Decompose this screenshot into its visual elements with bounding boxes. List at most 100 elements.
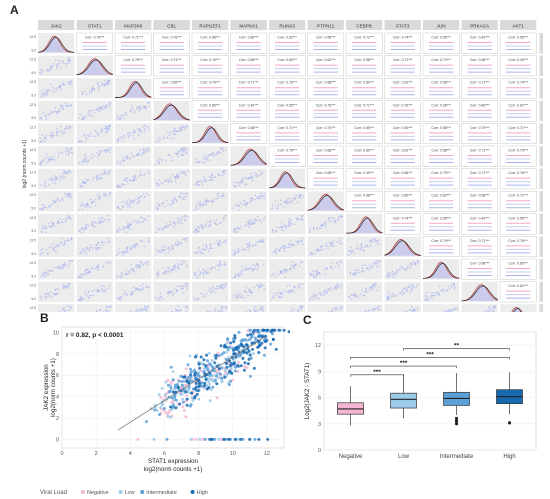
scatter-point: [67, 216, 69, 219]
row-tick-label: 12.5: [30, 58, 37, 62]
column-header-bg: [38, 20, 75, 30]
scatter-point: [388, 271, 391, 274]
scatter-point: [377, 243, 380, 246]
scatter-point: [292, 197, 294, 199]
scatter-point: [222, 288, 225, 291]
scatter-point: [186, 169, 189, 172]
corr-label: Corr: 0.76***: [277, 149, 297, 153]
scatter-point: [182, 195, 185, 198]
scatter-point: [105, 82, 108, 85]
x-tick-label: Low: [398, 454, 410, 460]
corr-label: Corr: 0.80***: [393, 194, 413, 198]
y-tick-label: 0: [56, 437, 59, 443]
scatter-point-intermediate: [222, 351, 226, 355]
scatter-point: [48, 158, 51, 160]
scatter-point: [372, 238, 374, 241]
scatter-point: [91, 86, 94, 88]
scatter-point: [157, 159, 159, 162]
scatter-point-negative: [170, 380, 173, 384]
scatter-point: [164, 226, 167, 228]
scatter-point: [142, 105, 145, 108]
scatter-point: [136, 308, 138, 310]
scatter-point: [387, 274, 389, 277]
y-axis-title: Log2(JAK2 - STAT1): [304, 363, 311, 420]
scatter-point: [234, 251, 237, 254]
scatter-point-high: [185, 397, 189, 401]
scatter-point-low: [229, 366, 233, 370]
scatter-point: [88, 271, 91, 274]
scatter-point: [355, 269, 358, 272]
scatter-point: [218, 245, 220, 247]
scatter-point: [57, 153, 60, 156]
scatter-point: [389, 294, 392, 296]
column-header-label: JUN: [437, 24, 446, 29]
scatter-point: [376, 266, 378, 268]
scatter-point: [290, 243, 292, 246]
scatter-point: [92, 89, 94, 91]
scatter-point: [222, 219, 225, 222]
scatter-point-low: [185, 387, 189, 391]
scatter-point: [60, 268, 63, 270]
scatter-point: [140, 239, 142, 241]
column-header-bg: [307, 20, 344, 30]
scatter-point-intermediate: [213, 369, 216, 373]
corr-label: Corr: 0.58***: [316, 36, 336, 40]
scatter-point: [84, 223, 87, 225]
y-axis-title: JAK2 expression: [43, 364, 50, 411]
scatter-point: [139, 264, 141, 266]
column-header-label: RUNX3: [279, 24, 295, 29]
corr-label: Corr: 0.65***: [200, 103, 220, 107]
scatter-point: [221, 192, 224, 194]
scatter-point: [224, 169, 227, 172]
scatter-point-high: [193, 373, 196, 377]
density-curve-b: [461, 285, 498, 302]
scatter-point: [173, 129, 176, 132]
scatter-point: [121, 275, 123, 278]
scatter-point: [92, 176, 95, 179]
scatter-point: [55, 294, 57, 296]
scatter-point: [165, 178, 168, 181]
scatter-point: [378, 305, 380, 307]
scatter-point: [368, 245, 371, 247]
corr-label: Corr: 0.79***: [470, 126, 490, 130]
scatter-point: [99, 285, 102, 288]
scatter-point: [291, 308, 294, 310]
corr-cell-bg: [499, 190, 537, 212]
scatter-point: [243, 297, 246, 299]
scatter-point: [219, 260, 221, 263]
scatter-point: [89, 294, 91, 297]
scatter-point: [142, 264, 145, 267]
scatter-point: [108, 151, 111, 153]
scatter-point: [107, 219, 110, 221]
scatter-point-intermediate: [180, 380, 184, 383]
scatter-point: [221, 241, 224, 244]
scatter-point: [177, 264, 179, 267]
scatter-point: [276, 295, 279, 297]
scatter-point: [82, 298, 85, 300]
scatter-point: [43, 273, 45, 276]
scatter-point: [46, 90, 49, 92]
scatter-point: [163, 206, 166, 208]
scatter-point: [55, 59, 57, 61]
scatter-point: [353, 252, 355, 255]
scatter-point: [287, 225, 290, 227]
corr-label: Corr: 0.74***: [431, 58, 451, 62]
scatter-point-high: [226, 437, 230, 441]
scatter-point: [312, 293, 315, 295]
correlation-annotation: r = 0.82, p < 0.0001: [66, 332, 124, 339]
scatter-cell-bg: [192, 304, 229, 312]
scatter-point: [368, 290, 370, 293]
scatter-point: [492, 308, 494, 311]
scatter-point: [202, 248, 204, 251]
scatter-point: [122, 140, 125, 143]
density-fill: [115, 81, 152, 98]
scatter-point: [85, 293, 87, 296]
scatter-point: [198, 205, 201, 207]
scatter-point: [105, 173, 108, 175]
scatter-point: [211, 176, 213, 178]
scatter-point: [44, 293, 47, 295]
scatter-point: [356, 295, 358, 298]
scatter-point: [127, 131, 130, 134]
scatter-point: [373, 283, 375, 286]
scatter-point: [321, 293, 323, 295]
